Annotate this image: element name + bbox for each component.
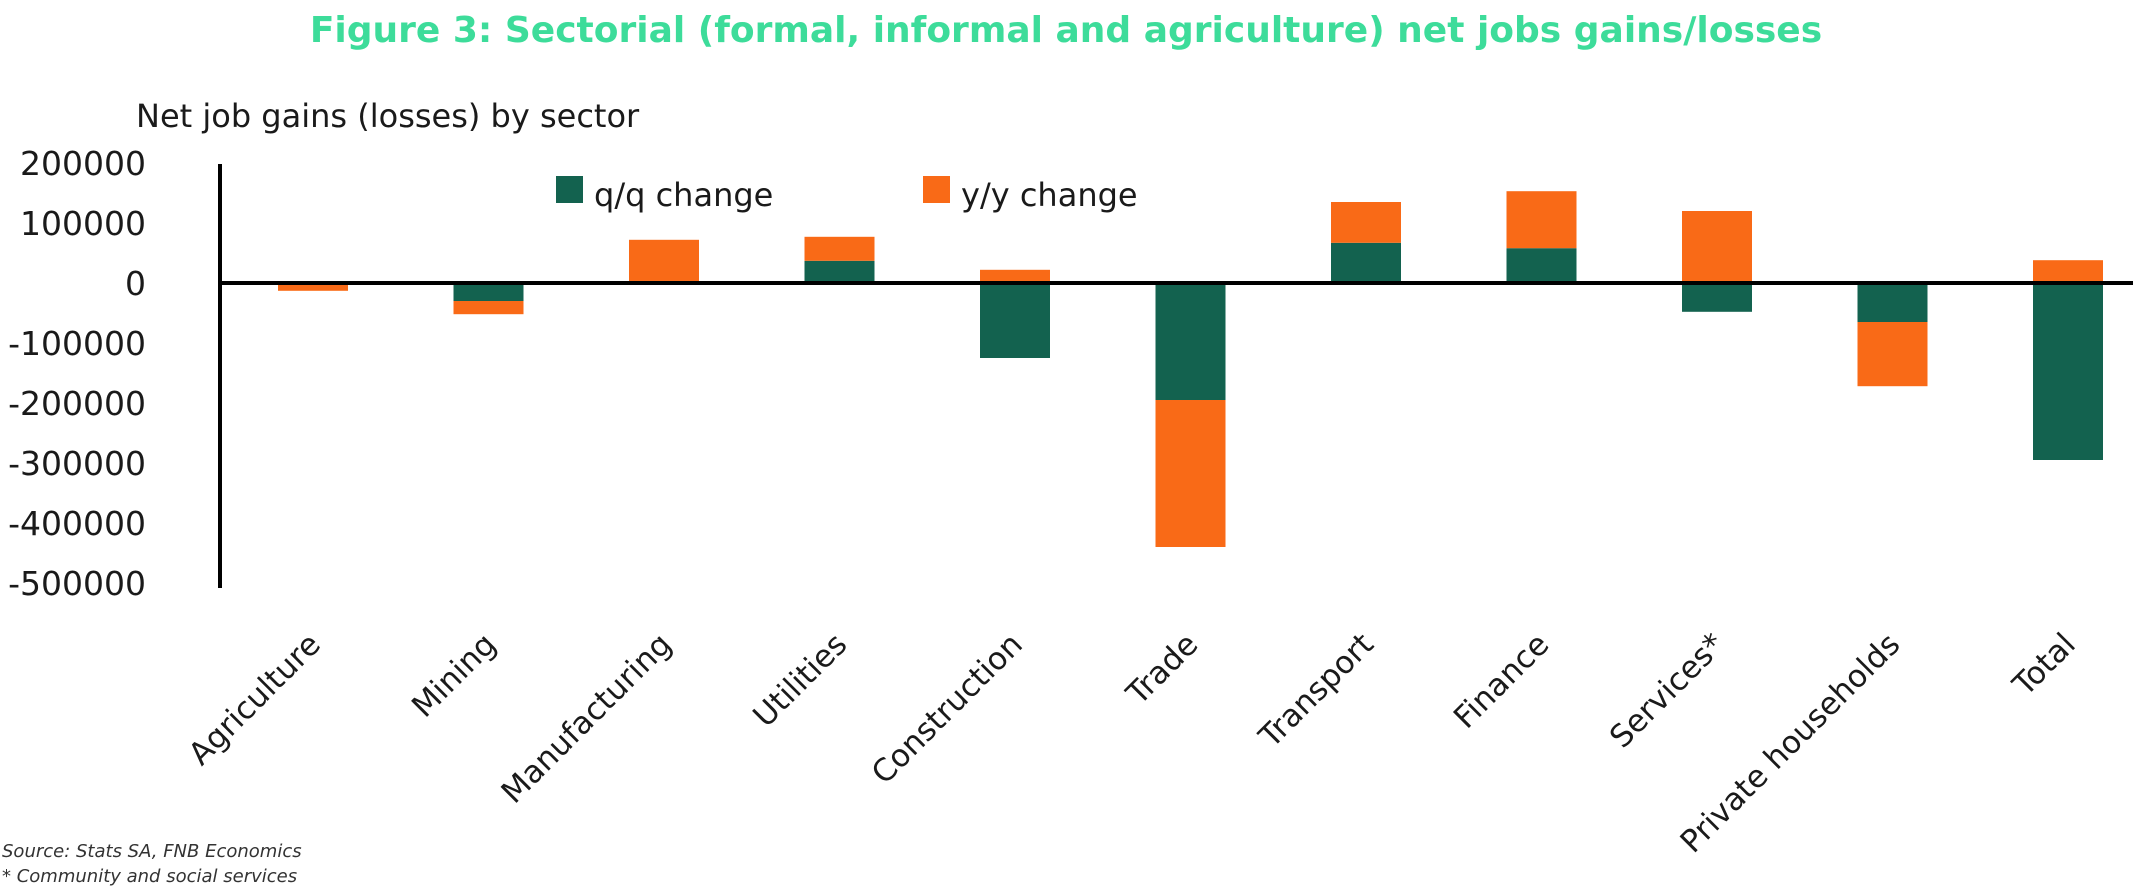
y-tick-label: -100000 xyxy=(8,324,146,363)
chart-title: Figure 3: Sectorial (formal, informal an… xyxy=(310,10,1822,51)
bar-yy xyxy=(1506,191,1577,249)
bar-qq xyxy=(1155,283,1226,400)
category-label: Total xyxy=(2005,626,2082,703)
legend-label-qq: q/q change xyxy=(594,176,773,214)
bar-yy xyxy=(1331,202,1401,243)
legend-label-yy: y/y change xyxy=(961,176,1138,214)
legend: q/q change y/y change xyxy=(556,176,1138,214)
y-tick-label: -500000 xyxy=(8,564,146,603)
source-note: Source: Stats SA, FNB Economics xyxy=(2,841,302,862)
category-label: Utilities xyxy=(746,626,854,734)
category-label: Manufacturing xyxy=(495,626,679,810)
bar-qq xyxy=(453,283,524,301)
category-label: Finance xyxy=(1447,626,1556,735)
bar-qq xyxy=(1857,283,1928,322)
y-tick-label: 200000 xyxy=(20,144,146,183)
y-axis-ticks: 200000 100000 0 -100000 -200000 -300000 -40000… xyxy=(8,144,146,603)
bar-qq xyxy=(2033,283,2103,460)
bar-qq xyxy=(980,283,1050,358)
bar-yy xyxy=(629,239,699,283)
y-tick-label: -300000 xyxy=(8,444,146,483)
bar-qq xyxy=(804,260,875,283)
category-label: Agriculture xyxy=(182,626,328,772)
y-axis-label: Net job gains (losses) by sector xyxy=(136,97,640,135)
category-label: Construction xyxy=(865,626,1030,791)
bar-yy xyxy=(1857,322,1928,387)
category-label: Services* xyxy=(1603,626,1732,755)
bar-yy xyxy=(278,283,348,291)
footnote: * Community and social services xyxy=(2,866,297,887)
bar-yy xyxy=(980,269,1050,283)
bar-yy xyxy=(453,301,524,315)
bar-yy xyxy=(2033,260,2103,283)
bar-qq xyxy=(1682,283,1752,312)
y-tick-label: -200000 xyxy=(8,384,146,423)
bar-qq xyxy=(1331,242,1401,283)
bar-qq xyxy=(1506,248,1577,283)
bars xyxy=(278,191,2103,547)
bar-yy xyxy=(804,236,875,261)
bar-yy xyxy=(1155,400,1226,547)
category-label: Mining xyxy=(405,626,503,724)
y-tick-label: -400000 xyxy=(8,504,146,543)
category-label: Trade xyxy=(1119,626,1205,712)
bar-yy xyxy=(1682,211,1752,283)
legend-swatch-yy xyxy=(923,176,950,203)
category-label: Transport xyxy=(1252,626,1381,755)
legend-swatch-qq xyxy=(556,176,583,203)
y-tick-label: 100000 xyxy=(20,204,146,243)
y-tick-label: 0 xyxy=(125,264,146,303)
